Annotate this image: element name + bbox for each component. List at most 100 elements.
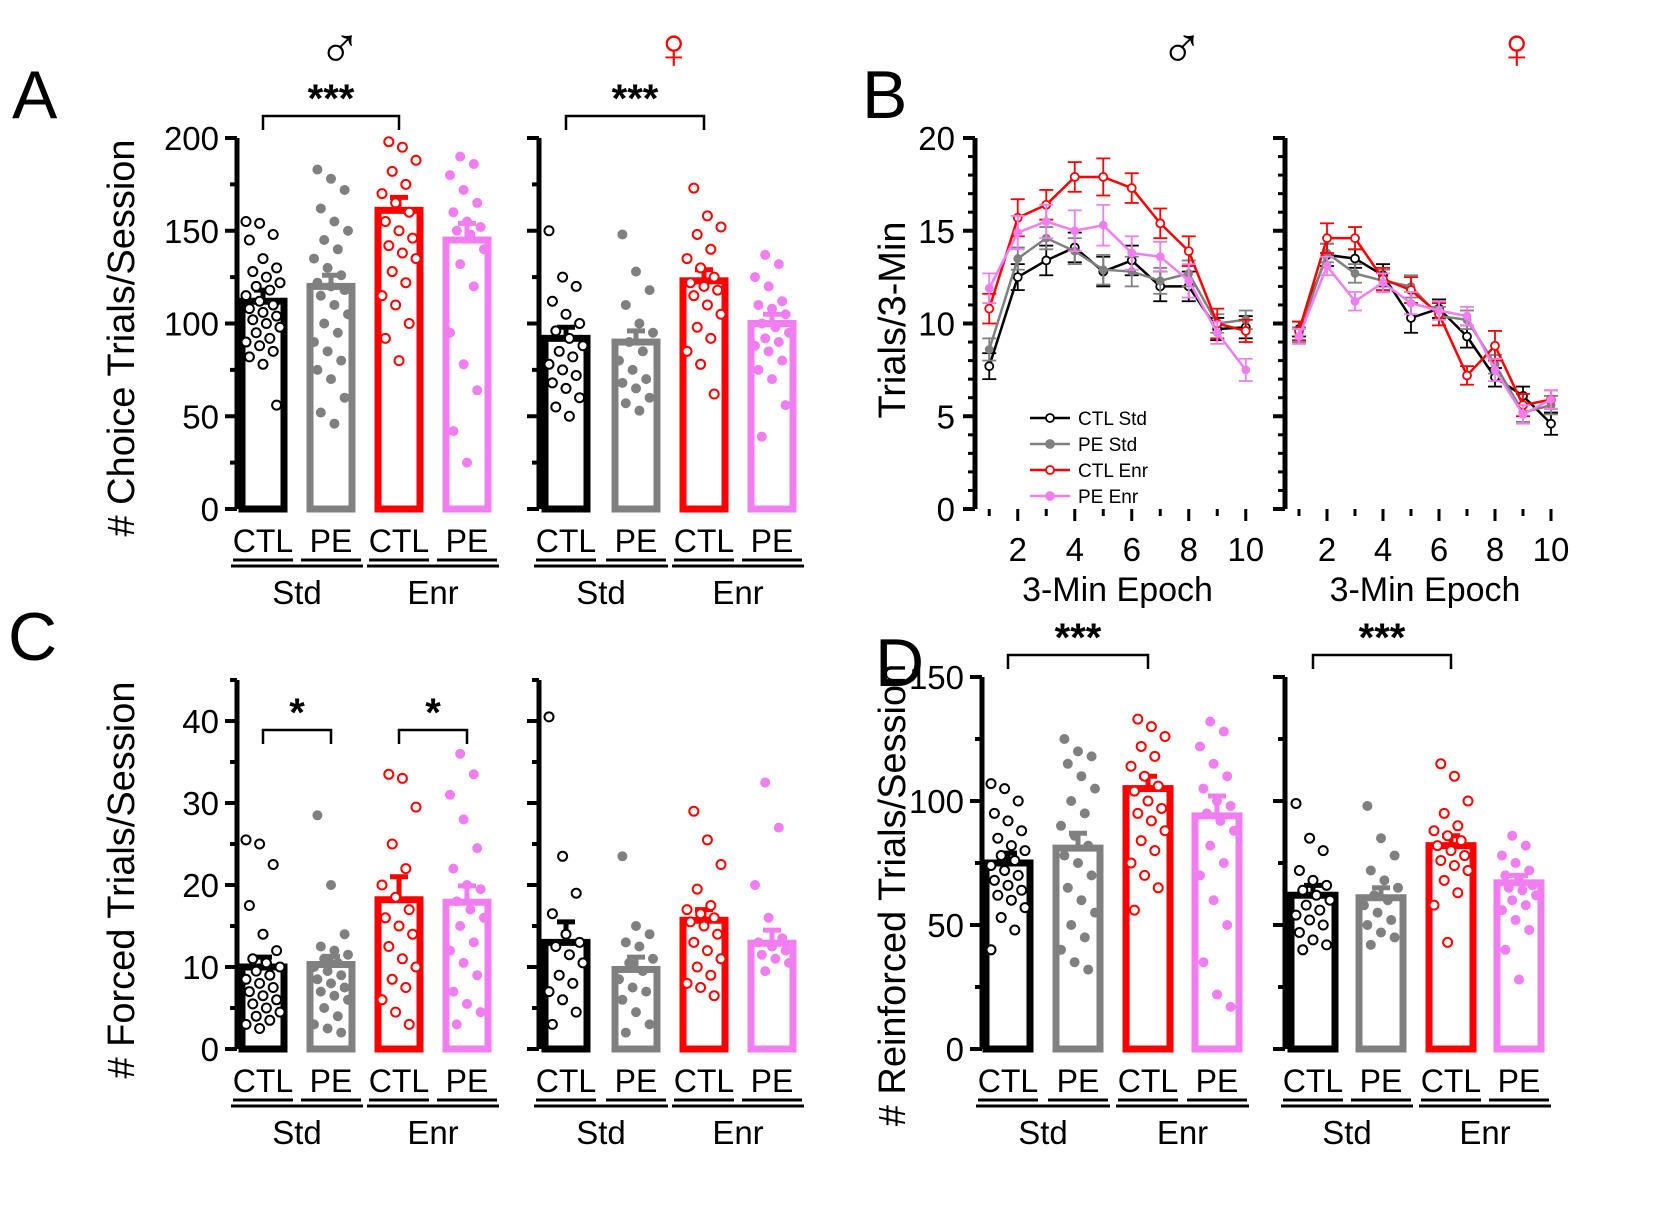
- C-female-point: [624, 957, 635, 968]
- C-male-point: [254, 1023, 266, 1034]
- D-female-category-label: CTL: [1283, 1063, 1343, 1099]
- C-female-point: [756, 949, 767, 960]
- A-female-point: [644, 392, 655, 403]
- B-male-series-point: [1212, 328, 1222, 338]
- D-female-point: [1438, 874, 1450, 886]
- A-female-point: [617, 229, 628, 240]
- D-male-group-label: Enr: [1157, 1114, 1208, 1151]
- D-male-y-tick-label: 50: [927, 907, 964, 944]
- B-male-x-tick-label: 2: [1009, 531, 1027, 568]
- A-male-y-tick-label: 0: [201, 491, 219, 528]
- A-male-point: [386, 165, 398, 177]
- D-male-point: [999, 783, 1011, 795]
- A-female-point: [570, 280, 582, 292]
- A-male-category-label: CTL: [233, 523, 293, 559]
- A-male-point: [396, 247, 408, 259]
- A-male-point: [336, 355, 347, 366]
- D-female-significance-label: ***: [1359, 616, 1406, 660]
- A-male-point: [250, 327, 262, 339]
- D-male-point: [1222, 771, 1233, 782]
- D-female-point: [1317, 845, 1329, 857]
- D-female-category-label: PE: [1360, 1063, 1403, 1099]
- B-female-x-axis-label: 3-Min Epoch: [1330, 571, 1521, 609]
- C-female-point: [691, 961, 703, 973]
- D-female-point: [1517, 885, 1528, 896]
- C-female-point: [698, 920, 710, 932]
- D-male-point: [1073, 746, 1083, 757]
- C-female-group-label: Std: [576, 1114, 626, 1151]
- D-female-point: [1297, 944, 1309, 956]
- D-male-point: [1083, 964, 1094, 975]
- C-male-point: [243, 900, 255, 911]
- A-male-point: [264, 332, 276, 344]
- D-male-point: [1212, 989, 1222, 1000]
- A-male-point: [339, 285, 350, 296]
- B-male-x-tick-label: 4: [1066, 531, 1084, 568]
- B-male-series-point: [1240, 326, 1251, 336]
- D-male-point: [985, 944, 997, 956]
- C-male-group-label: Enr: [407, 1114, 458, 1151]
- B-male-series-point: [1155, 252, 1165, 262]
- C-male-point: [309, 962, 319, 972]
- D-female-point: [1369, 890, 1380, 901]
- A-female-point: [550, 325, 562, 337]
- A-male-point: [312, 364, 323, 375]
- B-female-series-point: [1378, 278, 1388, 288]
- C-female-category-label: PE: [615, 1063, 658, 1099]
- C-female-point: [557, 994, 569, 1006]
- A-female-point: [767, 303, 777, 314]
- A-female-point: [763, 346, 774, 357]
- D-female-point: [1462, 864, 1474, 876]
- A-male-point: [448, 426, 459, 437]
- D-female-point: [1300, 899, 1312, 911]
- D-female-point: [1389, 850, 1400, 861]
- A-female-point: [777, 355, 788, 366]
- A-male-point: [332, 327, 343, 338]
- panel-letter-b: B: [862, 57, 907, 133]
- A-female-point: [631, 266, 641, 277]
- A-female-point: [574, 318, 586, 329]
- A-female-point: [634, 318, 645, 329]
- A-male-point: [403, 318, 415, 329]
- D-female-point: [1514, 875, 1524, 886]
- A-female-point: [546, 295, 558, 307]
- A-male-point: [468, 281, 479, 292]
- D-male-point: [988, 807, 1000, 819]
- C-male-point: [319, 1003, 330, 1013]
- C-female-point: [712, 928, 724, 940]
- C-female-point: [567, 977, 579, 989]
- A-female-point: [705, 332, 717, 344]
- C-male-point: [332, 957, 343, 968]
- D-male-point: [1012, 795, 1024, 807]
- D-male-point: [1016, 884, 1028, 896]
- D-male-point: [1132, 807, 1144, 819]
- D-female-point: [1290, 797, 1302, 809]
- D-female-point: [1290, 909, 1302, 921]
- D-male-point: [1059, 850, 1070, 861]
- D-female-point: [1531, 890, 1541, 901]
- C-female-point: [644, 929, 655, 940]
- D-female-point: [1376, 927, 1386, 938]
- C-female-point: [760, 966, 771, 977]
- A-female-point: [773, 337, 784, 348]
- D-male-point: [1009, 924, 1021, 936]
- A-male-point: [322, 262, 333, 273]
- D-male-point: [1159, 825, 1171, 837]
- D-male-point: [1205, 716, 1216, 727]
- C-female-point: [705, 900, 717, 911]
- A-male-category-label: CTL: [369, 523, 429, 559]
- C-male-point: [267, 982, 279, 993]
- C-female-point: [753, 937, 764, 948]
- C-male-point: [445, 945, 455, 956]
- C-female-point: [546, 908, 558, 920]
- A-female-point: [750, 340, 760, 351]
- A-female-category-label: PE: [615, 523, 658, 559]
- C-female-point: [570, 1006, 582, 1018]
- B-male-series-point: [1013, 254, 1023, 263]
- A-male-point: [254, 295, 266, 307]
- A-male-point: [315, 203, 326, 214]
- D-female-point: [1507, 830, 1518, 841]
- C-female-point: [715, 953, 727, 965]
- D-female-point: [1304, 832, 1316, 844]
- A-female-point: [617, 377, 628, 388]
